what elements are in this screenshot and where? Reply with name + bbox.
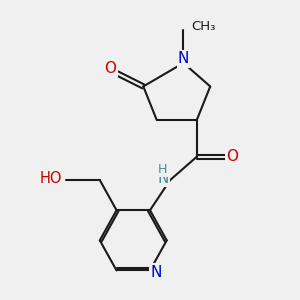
Text: O: O [226,149,238,164]
Text: N: N [150,265,162,280]
Text: N: N [157,171,168,186]
Text: HO: HO [40,171,62,186]
Text: H: H [158,163,167,176]
Text: O: O [104,61,116,76]
Text: CH₃: CH₃ [191,20,215,33]
Text: N: N [178,52,189,67]
